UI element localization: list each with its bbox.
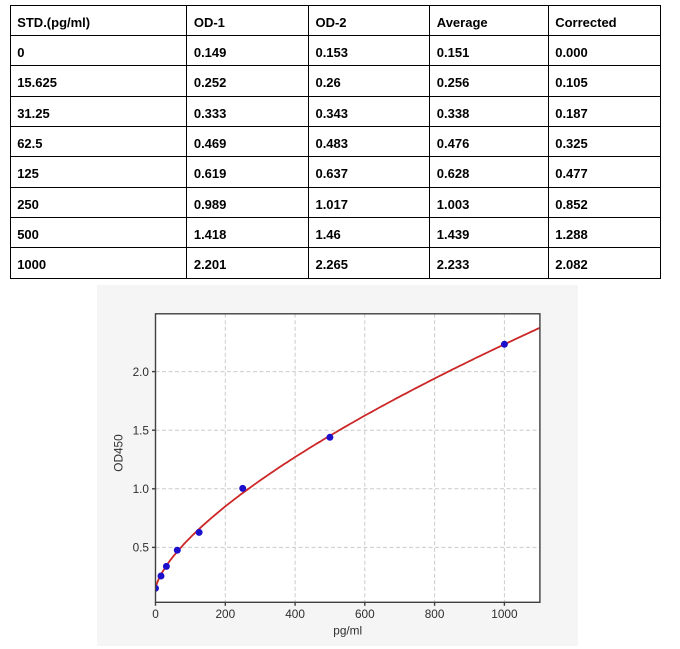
svg-text:400: 400	[285, 607, 305, 621]
svg-text:OD450: OD450	[112, 434, 126, 472]
svg-text:1.0: 1.0	[133, 482, 150, 496]
svg-text:0: 0	[152, 607, 159, 621]
svg-text:0.5: 0.5	[133, 541, 150, 555]
svg-text:800: 800	[425, 607, 445, 621]
svg-text:200: 200	[215, 607, 235, 621]
svg-text:600: 600	[355, 607, 375, 621]
svg-text:1000: 1000	[491, 607, 518, 621]
svg-text:2.0: 2.0	[133, 365, 150, 379]
svg-text:1.5: 1.5	[133, 423, 150, 437]
svg-text:pg/ml: pg/ml	[333, 624, 362, 638]
